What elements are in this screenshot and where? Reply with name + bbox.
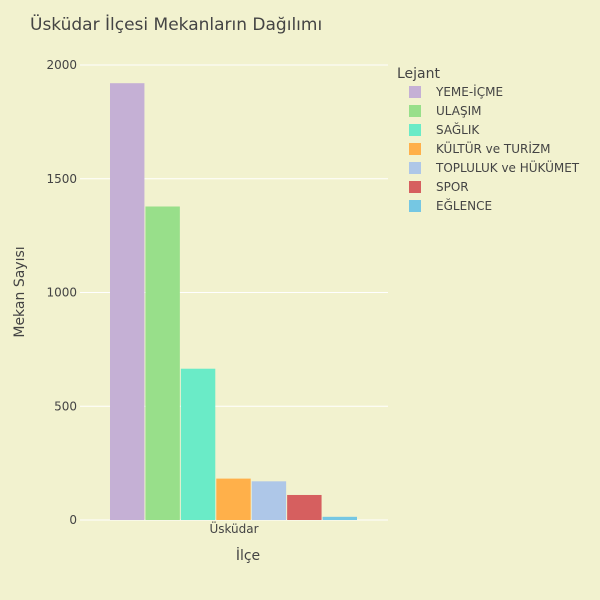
legend[interactable]: Lejant YEME-İÇME ULAŞIM SAĞLIK KÜLTÜR ve TU… (397, 66, 580, 213)
y-axis-title: Mekan Sayısı (12, 246, 28, 337)
bar-topluluk-ve-hukumet[interactable] (251, 481, 287, 520)
legend-item-topluluk-ve-hukumet[interactable]: TOPLULUK ve HÜKÜMET (409, 159, 580, 175)
legend-item-ulasim[interactable]: ULAŞIM (409, 104, 481, 118)
legend-label: SPOR (436, 180, 469, 194)
y-tick-labels: 0 500 1000 1500 2000 (46, 58, 77, 527)
legend-swatch (409, 181, 421, 193)
bar-ulasim[interactable] (145, 206, 180, 520)
y-tick-label: 500 (54, 399, 77, 413)
legend-label: YEME-İÇME (435, 84, 503, 99)
legend-swatch (409, 86, 421, 98)
legend-swatch (409, 162, 421, 174)
bar-spor[interactable] (287, 494, 322, 520)
bars (110, 83, 357, 520)
legend-label: KÜLTÜR ve TURİZM (436, 140, 551, 156)
legend-swatch (409, 143, 421, 155)
legend-item-saglik[interactable]: SAĞLIK (409, 122, 480, 137)
legend-item-yeme-icme[interactable]: YEME-İÇME (409, 84, 503, 99)
bar-kultur-ve-turizm[interactable] (216, 478, 251, 520)
legend-title: Lejant (397, 66, 441, 82)
legend-label: EĞLENCE (436, 198, 492, 213)
y-tick-label: 1500 (46, 172, 77, 186)
y-tick-label: 1000 (46, 286, 77, 300)
y-tick-label: 0 (69, 513, 77, 527)
bar-saglik[interactable] (180, 368, 216, 520)
legend-item-kultur-ve-turizm[interactable]: KÜLTÜR ve TURİZM (409, 140, 551, 156)
bar-eglence[interactable] (322, 516, 357, 520)
x-tick-labels: Üsküdar (209, 520, 258, 536)
x-tick-label: Üsküdar (209, 520, 258, 536)
bar-yeme-icme[interactable] (110, 83, 145, 520)
x-axis-title: İlçe (236, 546, 260, 564)
legend-label: TOPLULUK ve HÜKÜMET (435, 159, 580, 175)
y-tick-label: 2000 (46, 58, 77, 72)
legend-items[interactable]: YEME-İÇME ULAŞIM SAĞLIK KÜLTÜR ve TURİZM TOP… (409, 84, 580, 213)
chart-title: Üsküdar İlçesi Mekanların Dağılımı (30, 13, 322, 35)
legend-item-eglence[interactable]: EĞLENCE (409, 198, 492, 213)
legend-swatch (409, 200, 421, 212)
legend-swatch (409, 105, 421, 117)
legend-label: ULAŞIM (436, 104, 481, 118)
legend-label: SAĞLIK (436, 122, 480, 137)
legend-swatch (409, 124, 421, 136)
legend-item-spor[interactable]: SPOR (409, 180, 469, 194)
